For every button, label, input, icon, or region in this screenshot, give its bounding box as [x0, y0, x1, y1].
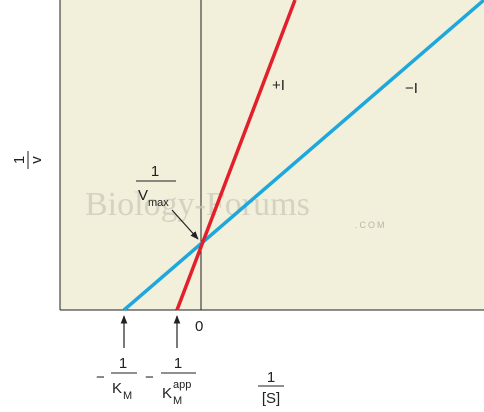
km-denominator: K — [112, 380, 122, 397]
km-app-numerator: 1 — [174, 355, 182, 372]
km-app-subscript: M — [173, 395, 182, 407]
intercept-numerator: 1 — [151, 163, 159, 180]
km-app-denominator: K — [162, 385, 172, 402]
plot-area — [60, 0, 484, 310]
km-app-sign: − — [145, 369, 154, 386]
watermark-suffix: .COM — [355, 220, 387, 230]
km-sign: − — [96, 369, 105, 386]
x-numerator: 1 — [267, 369, 275, 386]
km-subscript: M — [123, 390, 132, 402]
y-numerator: 1 — [11, 156, 28, 164]
x-denominator: [S] — [262, 390, 280, 407]
intercept-denominator: V — [138, 187, 148, 204]
y-axis-label: 1 v — [11, 151, 45, 169]
km-numerator: 1 — [119, 355, 127, 372]
uninhibited-line — [122, 0, 484, 312]
y-denominator: v — [28, 156, 45, 164]
intercept-arrow — [171, 209, 199, 240]
inhibited-line — [175, 0, 297, 311]
km-app-superscript: app — [173, 379, 191, 391]
watermark: Biology-Forums — [85, 186, 310, 223]
uninhibited-label: −I — [405, 80, 418, 97]
intercept-subscript: max — [148, 197, 169, 209]
origin-label: 0 — [195, 318, 203, 335]
inhibited-label: +I — [272, 77, 285, 94]
